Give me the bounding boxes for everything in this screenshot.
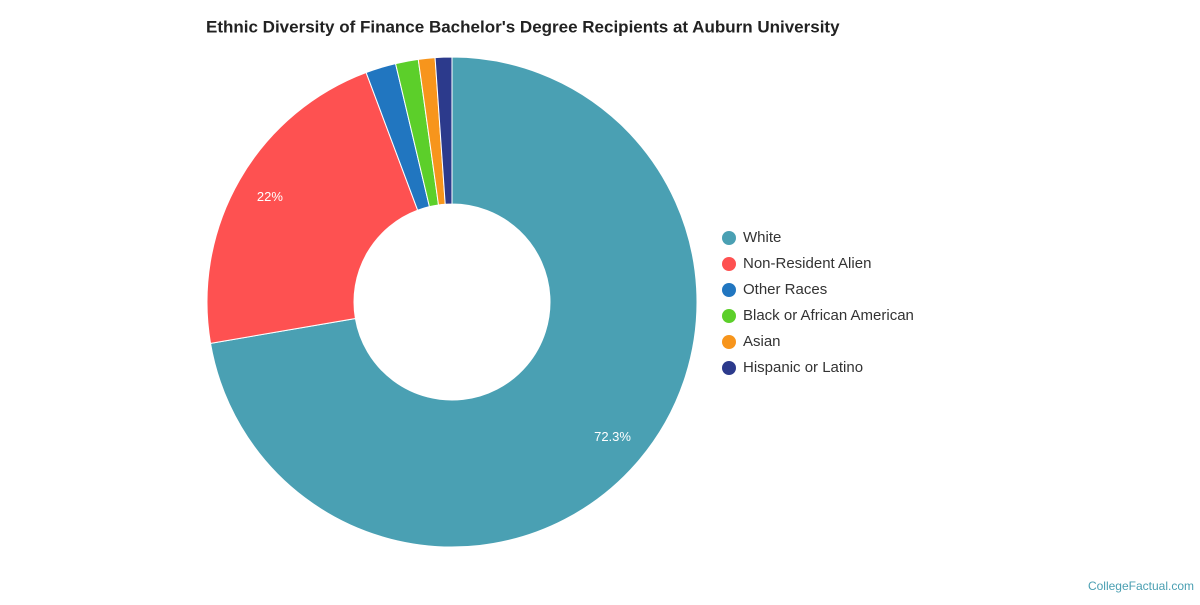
source-link[interactable]: CollegeFactual.com	[1088, 579, 1194, 593]
legend-label: Non-Resident Alien	[743, 255, 871, 272]
legend-label: White	[743, 229, 781, 246]
slice-label: 72.3%	[594, 429, 631, 444]
legend-marker	[722, 335, 736, 349]
slice-label: 22%	[257, 189, 283, 204]
legend-label: Asian	[743, 333, 781, 350]
slice	[206, 71, 419, 344]
legend-label: Other Races	[743, 281, 827, 298]
slice	[209, 56, 698, 548]
chart-title: Ethnic Diversity of Finance Bachelor's D…	[206, 17, 840, 36]
legend-marker	[722, 231, 736, 245]
legend-marker	[722, 309, 736, 323]
legend-label: Black or African American	[743, 307, 914, 324]
legend-label: Hispanic or Latino	[743, 359, 863, 376]
legend-marker	[722, 283, 736, 297]
legend-marker	[722, 257, 736, 271]
slice	[434, 56, 453, 205]
legend-marker	[722, 361, 736, 375]
